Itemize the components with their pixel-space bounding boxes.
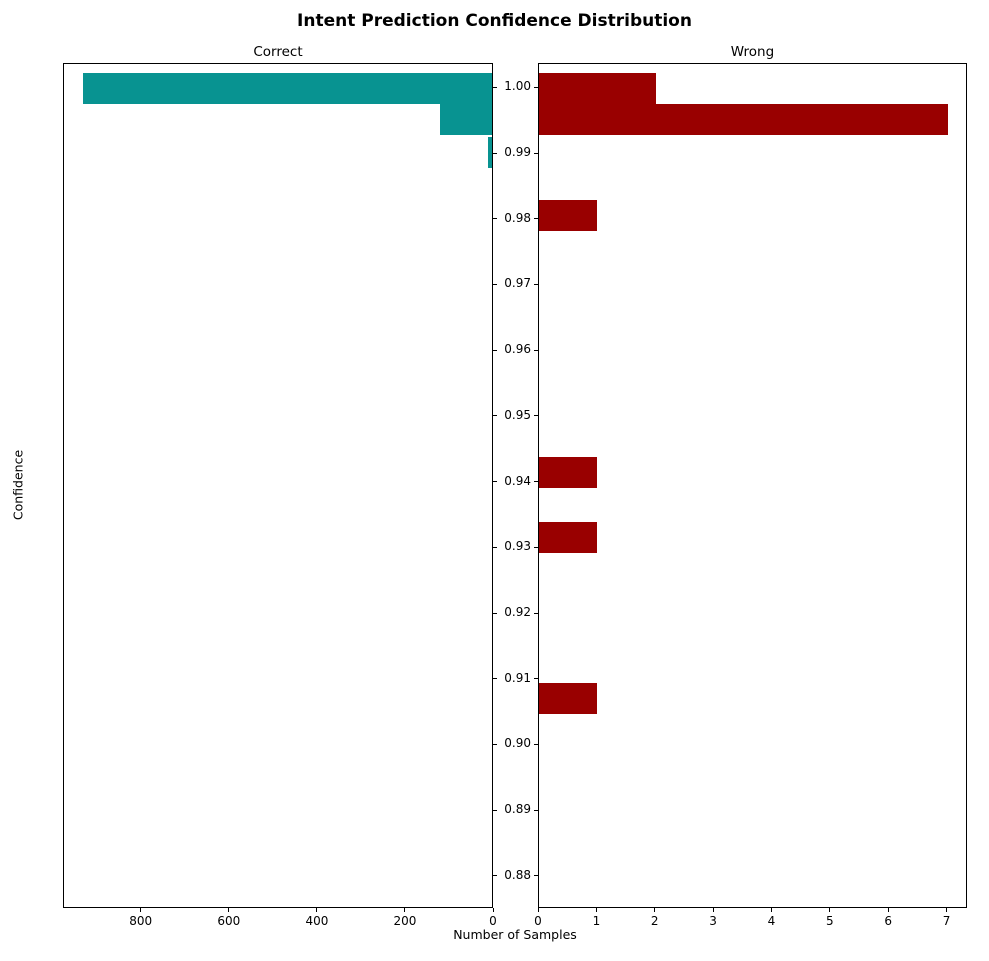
chart-title: Intent Prediction Confidence Distributio… [297,11,692,31]
x-tick-label: 600 [217,914,241,928]
x-tick [228,908,230,912]
y-tick-label: 0.97 [504,276,531,291]
x-tick [829,908,831,912]
y-tick [493,678,497,680]
y-tick [493,612,497,614]
y-tick [534,86,538,88]
x-tick-label: 7 [942,914,951,928]
x-tick-label: 800 [129,914,153,928]
y-tick [493,283,497,285]
y-tick [534,415,538,417]
correct-plot-area [63,63,493,908]
y-tick [493,349,497,351]
x-tick-label: 4 [767,914,776,928]
x-axis-label: Number of Samples [453,927,577,942]
x-tick-label: 200 [393,914,417,928]
y-tick [534,283,538,285]
panel-title-correct: Correct [253,44,303,60]
y-tick [493,415,497,417]
bar-wrong [539,521,598,553]
x-tick [654,908,656,912]
y-tick-label: 1.00 [504,79,531,94]
y-tick-label: 0.91 [504,670,531,685]
x-tick-label: 3 [709,914,717,928]
y-tick-label: 0.99 [504,145,531,159]
bar-wrong [539,457,598,489]
y-axis-label: Confidence [10,449,26,521]
y-tick-label: 0.95 [504,407,531,422]
y-tick [534,678,538,680]
x-tick [712,908,714,912]
y-tick [493,743,497,745]
y-tick [534,743,538,745]
bar-wrong [539,103,948,135]
y-tick [493,86,497,88]
bar-correct [440,103,492,135]
y-tick [493,809,497,811]
x-tick [492,908,494,912]
y-tick [534,612,538,614]
y-tick-label: 0.88 [504,867,531,882]
y-tick-label: 0.92 [504,605,531,619]
y-tick [493,218,497,220]
x-tick [887,908,889,912]
y-tick [493,152,497,154]
y-tick-label: 0.93 [504,539,531,554]
y-tick [493,546,497,548]
y-tick-label: 0.90 [504,736,531,751]
y-tick [534,349,538,351]
x-tick [140,908,142,912]
bar-correct [487,136,492,168]
x-tick [771,908,772,912]
x-tick-label: 6 [884,914,892,928]
x-tick-label: 1 [592,914,601,928]
bar-wrong [539,682,598,714]
y-tick [534,152,538,154]
x-tick [404,908,406,912]
wrong-plot-area [538,63,967,908]
panel-title-wrong: Wrong [730,44,775,60]
bar-wrong [539,200,598,232]
y-tick-label: 0.98 [504,210,531,225]
x-tick [316,908,318,912]
y-tick [493,481,497,483]
x-tick [595,908,597,912]
bar-wrong [539,72,656,104]
x-tick-label: 5 [825,914,834,928]
y-tick [534,481,538,483]
bar-correct [82,72,492,104]
y-tick [534,809,538,811]
x-tick-label: 400 [305,914,329,928]
y-tick [493,875,497,877]
y-tick [534,218,538,220]
x-tick-label: 0 [489,914,497,928]
x-tick [537,908,539,912]
y-tick-label: 0.96 [504,342,531,357]
x-tick-label: 0 [534,914,542,928]
y-tick-label: 0.89 [504,802,531,817]
y-tick [534,875,538,877]
x-tick-label: 2 [650,914,659,928]
y-tick [534,546,538,548]
y-tick-label: 0.94 [504,473,531,488]
x-tick [946,908,948,912]
